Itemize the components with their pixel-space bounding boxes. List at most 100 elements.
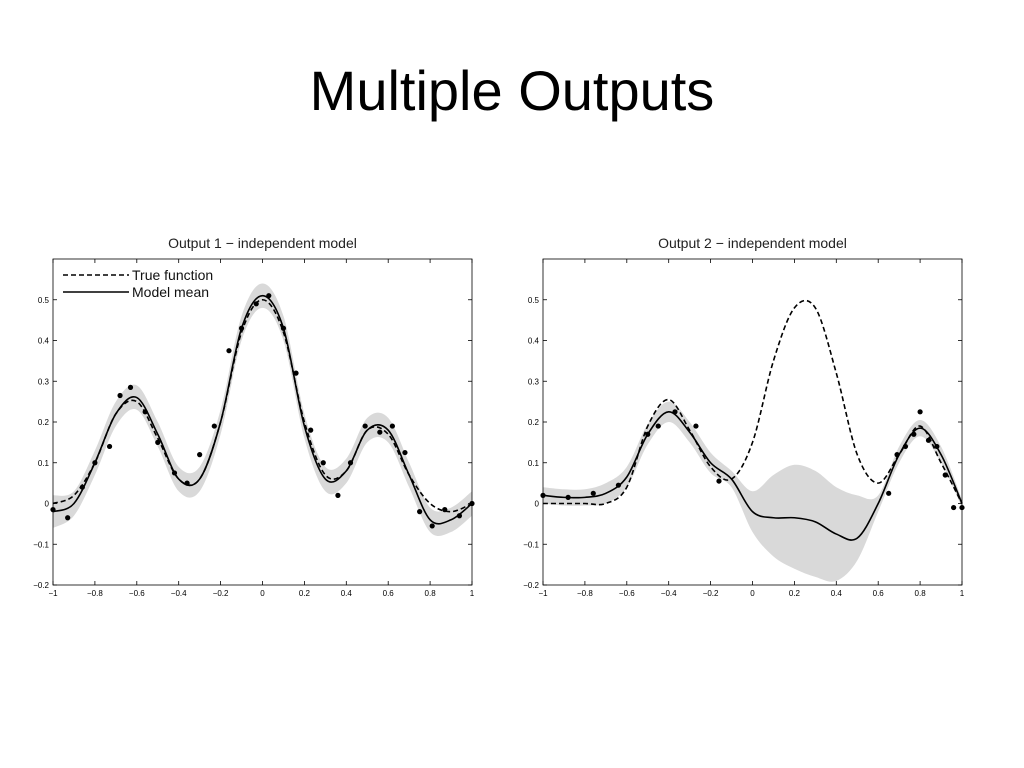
x-tick-label: 0	[750, 589, 755, 598]
data-point	[429, 523, 435, 529]
y-tick-label: 0.2	[38, 418, 50, 427]
y-tick-label: 0.4	[528, 337, 540, 346]
x-tick-label: −0.6	[619, 589, 635, 598]
chart-output-1: Output 1 − independent model −1 −0.8 −0.6 −0…	[20, 226, 490, 606]
y-tick-label: 0.1	[38, 459, 50, 468]
data-point	[293, 370, 299, 376]
data-point	[171, 470, 178, 476]
model-mean-line	[542, 411, 963, 541]
data-point	[266, 293, 272, 299]
x-tick-label: −0.6	[129, 589, 145, 598]
data-point	[655, 423, 661, 429]
data-point	[117, 392, 123, 399]
data-point	[79, 484, 85, 490]
data-point	[886, 490, 892, 496]
y-tick-label: 0.5	[38, 296, 50, 305]
data-point	[280, 325, 287, 331]
data-point	[911, 431, 917, 437]
data-point	[238, 325, 245, 331]
y-tick-label: 0.1	[528, 459, 540, 468]
y-tick-label: 0.3	[528, 377, 540, 386]
data-point	[308, 427, 314, 433]
y-tick-label: 0.4	[38, 337, 50, 346]
data-point	[942, 472, 948, 478]
x-tick-label: 0.8	[915, 589, 927, 598]
data-point	[402, 449, 408, 456]
x-tick-label: 0	[260, 589, 265, 598]
data-point	[155, 439, 161, 445]
model-mean-line	[52, 294, 473, 525]
data-point	[917, 409, 923, 415]
plot-frame	[542, 258, 963, 586]
y-tick-label: −0.1	[523, 540, 539, 549]
data-point	[645, 431, 651, 437]
chart-output-2-svg: Output 2 − independent model −1 −0.8 −0.6 −0…	[523, 235, 965, 598]
data-point	[335, 492, 341, 498]
x-tick-label: −1	[538, 589, 548, 598]
x-tick-label: 0.6	[383, 589, 395, 598]
slide-title: Multiple Outputs	[309, 59, 715, 122]
x-tick-label: 1	[470, 589, 475, 598]
data-point	[106, 443, 113, 450]
data-point	[184, 480, 190, 486]
x-tick-label: 0.6	[873, 589, 885, 598]
data-point	[226, 348, 232, 354]
x-tick-label: 0.8	[425, 589, 437, 598]
data-point	[377, 429, 383, 435]
true-function-line	[52, 298, 473, 513]
chart-title: Output 2 − independent model	[658, 235, 847, 251]
chart-output-2: Output 2 − independent model −1 −0.8 −0.6 −0…	[510, 226, 980, 606]
data-point	[65, 515, 71, 521]
data-point	[565, 494, 571, 500]
y-tick-label: −0.2	[523, 581, 539, 590]
x-tick-label: −0.4	[661, 589, 677, 598]
x-tick-label: −0.4	[171, 589, 187, 598]
y-tick-label: 0.2	[528, 418, 540, 427]
x-tick-label: 0.2	[789, 589, 801, 598]
data-point	[92, 460, 98, 466]
chart-output-1-svg: Output 1 − independent model −1 −0.8 −0.6 −0…	[33, 235, 475, 598]
data-point	[894, 452, 900, 458]
x-tick-label: −0.8	[577, 589, 593, 598]
data-point	[142, 409, 148, 415]
x-tick-label: 0.2	[299, 589, 311, 598]
data-point	[442, 507, 448, 513]
uncertainty-band	[53, 283, 472, 537]
x-tick-label: 0.4	[831, 589, 843, 598]
data-point	[672, 409, 678, 415]
x-tick-label: −1	[48, 589, 58, 598]
data-point	[211, 423, 217, 429]
x-tick-label: 0.4	[341, 589, 353, 598]
true-function-line	[543, 299, 963, 506]
y-tick-label: −0.2	[33, 581, 49, 590]
data-point	[320, 460, 326, 466]
data-point	[362, 423, 368, 429]
data-point	[716, 478, 722, 484]
data-point	[951, 504, 957, 511]
data-point	[902, 443, 909, 450]
data-point	[347, 460, 354, 466]
y-tick-label: −0.1	[33, 540, 49, 549]
x-tick-label: −0.2	[703, 589, 719, 598]
y-tick-label: 0.5	[528, 296, 540, 305]
data-point	[693, 423, 699, 429]
data-point	[925, 437, 932, 443]
x-tick-label: 1	[960, 589, 965, 598]
data-point	[389, 423, 395, 429]
x-tick-label: −0.8	[87, 589, 103, 598]
y-tick-label: 0	[45, 500, 50, 509]
chart-title: Output 1 − independent model	[168, 235, 357, 251]
data-point	[615, 482, 622, 488]
data-point	[934, 443, 940, 450]
data-point	[197, 452, 203, 458]
legend-label: Model mean	[132, 284, 209, 300]
data-point	[417, 509, 423, 515]
data-point	[253, 301, 259, 307]
y-tick-label: 0	[535, 500, 540, 509]
y-tick-label: 0.3	[38, 377, 50, 386]
data-point	[590, 490, 596, 496]
data-point	[127, 384, 134, 390]
x-tick-label: −0.2	[213, 589, 229, 598]
data-point	[456, 513, 463, 519]
